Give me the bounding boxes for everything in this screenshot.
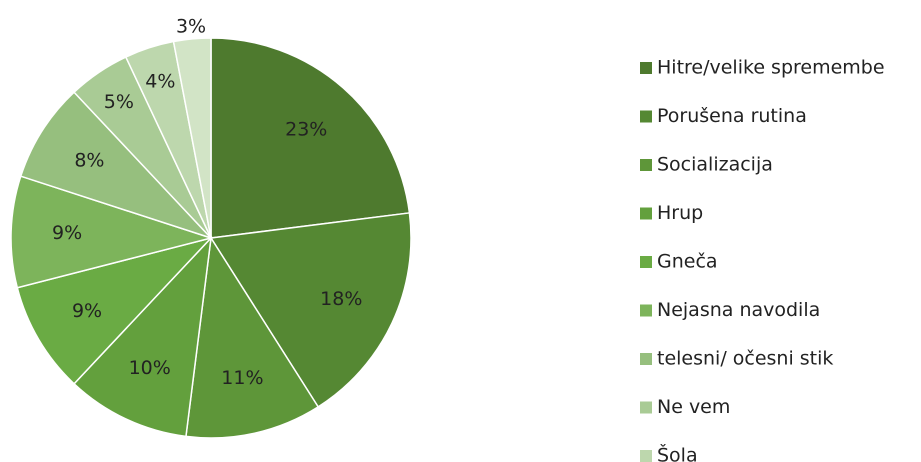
pie-slice [185, 235, 320, 439]
legend-label: Hrup [657, 202, 703, 224]
legend-swatch [640, 62, 652, 74]
legend-swatch [640, 159, 652, 171]
legend-swatch [640, 207, 652, 220]
data-label: 3% [176, 15, 206, 37]
pie-slice [209, 212, 412, 408]
pie-slice [172, 37, 212, 239]
legend-label: Porušena rutina [657, 105, 807, 127]
data-label: 18% [320, 288, 362, 310]
legend-label: telesni/ očesni stik [657, 348, 833, 370]
legend-label: Hitre/velike spremembe [657, 57, 885, 79]
data-label: 11% [221, 367, 263, 389]
data-label: 10% [129, 357, 171, 379]
legend-swatch [640, 401, 652, 414]
pie-slice [16, 236, 214, 385]
data-label: 9% [52, 222, 82, 244]
legend-label: Nejasna navodila [657, 299, 820, 321]
data-label: 23% [285, 118, 327, 140]
legend-swatch [640, 353, 652, 365]
data-label: 8% [74, 149, 104, 171]
pie-slice [10, 175, 214, 289]
legend-label: Šola [657, 443, 698, 462]
pie-slice [19, 91, 212, 239]
legend-label: Socializacija [657, 154, 773, 176]
legend-swatch [640, 256, 652, 268]
legend-swatch [640, 110, 652, 123]
legend-swatch [640, 304, 652, 317]
data-label: 4% [145, 71, 175, 93]
data-label: 9% [72, 300, 102, 322]
pie-slice [73, 235, 213, 438]
pie-slice [210, 37, 411, 239]
legend-swatch [640, 450, 652, 462]
legend-label: Gneča [657, 251, 718, 273]
legend-label: Ne vem [657, 396, 730, 418]
data-label: 5% [104, 91, 134, 113]
